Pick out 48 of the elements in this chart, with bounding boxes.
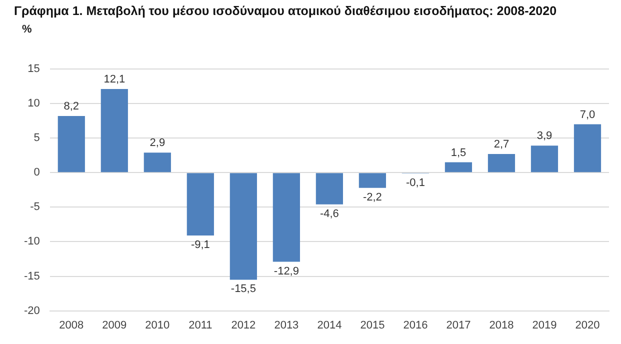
data-label: 7,0 <box>580 108 596 121</box>
x-tick-label: 2009 <box>102 319 127 332</box>
x-tick-label: 2014 <box>317 319 342 332</box>
bar <box>272 173 300 262</box>
data-label: -15,5 <box>230 283 256 296</box>
y-axis-title: % <box>22 24 32 36</box>
y-tick-label: 15 <box>28 63 40 76</box>
bar <box>488 154 516 172</box>
data-label: 12,1 <box>104 74 126 86</box>
bar <box>444 162 472 172</box>
bar <box>316 173 343 204</box>
data-label: -0,1 <box>406 176 425 189</box>
bar <box>574 124 602 172</box>
x-tick-label: 2016 <box>403 319 428 332</box>
x-tick-label: 2008 <box>59 319 84 332</box>
x-tick-label: 2011 <box>188 319 212 332</box>
y-tick-label: -5 <box>30 201 40 214</box>
y-tick-label: -15 <box>24 270 40 282</box>
x-tick-label: 2019 <box>532 319 557 332</box>
chart-title: Γράφημα 1. Μεταβολή του μέσου ισοδύναμου ατομικού διαθέσιμου εισοδήματος: 2008-2020 <box>14 4 557 18</box>
y-tick-label: 0 <box>34 166 40 179</box>
data-label: 2,9 <box>150 137 166 150</box>
bar <box>530 146 558 172</box>
y-tick-label: 5 <box>34 132 40 144</box>
data-label: -2,2 <box>362 191 382 204</box>
y-tick-label: -10 <box>24 236 40 248</box>
x-tick-label: 2010 <box>145 319 170 332</box>
x-tick-label: 2017 <box>446 319 471 332</box>
y-tick-label: -20 <box>24 304 40 317</box>
x-tick-label: 2012 <box>231 319 256 332</box>
bar <box>358 173 386 188</box>
bar <box>100 89 128 172</box>
bar <box>144 152 171 172</box>
x-tick-label: 2020 <box>575 319 600 332</box>
data-label: -12,9 <box>274 265 299 278</box>
x-tick-label: 2018 <box>489 319 514 332</box>
bar <box>230 173 257 280</box>
data-label: 3,9 <box>536 130 552 142</box>
x-tick-label: 2013 <box>274 319 299 332</box>
bar <box>58 116 85 172</box>
data-label: -9,1 <box>190 239 210 252</box>
bar <box>186 173 214 236</box>
data-label: 1,5 <box>450 146 466 159</box>
x-tick-label: 2015 <box>360 319 385 332</box>
y-tick-label: 10 <box>28 98 40 110</box>
data-label: 2,7 <box>494 138 510 151</box>
data-label: -4,6 <box>320 208 339 220</box>
data-label: 8,2 <box>64 100 80 113</box>
